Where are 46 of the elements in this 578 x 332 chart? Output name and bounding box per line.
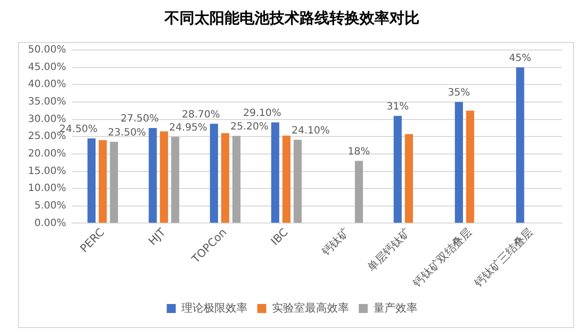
data-label: 24.95% bbox=[169, 122, 208, 134]
legend-label: 量产效率 bbox=[373, 301, 418, 314]
y-tick-label: 40.00% bbox=[28, 79, 66, 90]
y-tick-label: 0.00% bbox=[34, 218, 66, 229]
y-tick-label: 45.00% bbox=[28, 62, 66, 73]
x-tick-label: HJT bbox=[146, 226, 168, 248]
bar bbox=[271, 122, 280, 223]
bar bbox=[221, 133, 230, 223]
bar bbox=[454, 102, 463, 223]
data-label: 27.50% bbox=[120, 114, 159, 125]
x-tick-label: 钙钛矿 bbox=[318, 226, 352, 260]
bar bbox=[394, 116, 402, 223]
data-label: 45% bbox=[509, 52, 532, 64]
data-label: 29.10% bbox=[243, 108, 282, 119]
legend-label: 理论极限效率 bbox=[181, 301, 248, 314]
y-tick-label: 35.00% bbox=[28, 96, 66, 108]
data-label: 18% bbox=[348, 146, 370, 158]
bar bbox=[404, 134, 413, 223]
bar bbox=[354, 160, 363, 223]
bar bbox=[294, 140, 302, 223]
data-label: 24.10% bbox=[292, 125, 330, 136]
bar bbox=[282, 136, 290, 223]
data-label: 31% bbox=[386, 101, 409, 112]
bar bbox=[516, 67, 524, 223]
y-tick-label: 15.00% bbox=[28, 166, 66, 177]
bar bbox=[210, 124, 218, 223]
y-tick-label: 50.00% bbox=[28, 44, 66, 56]
y-tick-label: 20.00% bbox=[28, 148, 66, 160]
y-tick-label: 10.00% bbox=[28, 183, 66, 194]
data-label: 23.50% bbox=[108, 127, 146, 138]
bar bbox=[232, 136, 240, 223]
data-label: 28.70% bbox=[182, 109, 220, 120]
bar bbox=[98, 140, 107, 223]
legend-label: 实验室最高效率 bbox=[272, 301, 349, 314]
bar bbox=[160, 131, 168, 223]
chart-title: 不同太阳能电池技术路线转换效率对比 bbox=[164, 8, 420, 27]
y-tick-label: 5.00% bbox=[34, 200, 66, 212]
data-label: 25.20% bbox=[230, 122, 269, 133]
bar bbox=[466, 110, 474, 223]
bar bbox=[87, 138, 96, 223]
bar bbox=[171, 136, 180, 223]
x-tick-label: IBC bbox=[268, 226, 291, 248]
data-label: 35% bbox=[448, 88, 470, 99]
bar bbox=[110, 142, 118, 223]
y-tick-label: 30.00% bbox=[28, 114, 66, 125]
bar bbox=[148, 128, 157, 223]
